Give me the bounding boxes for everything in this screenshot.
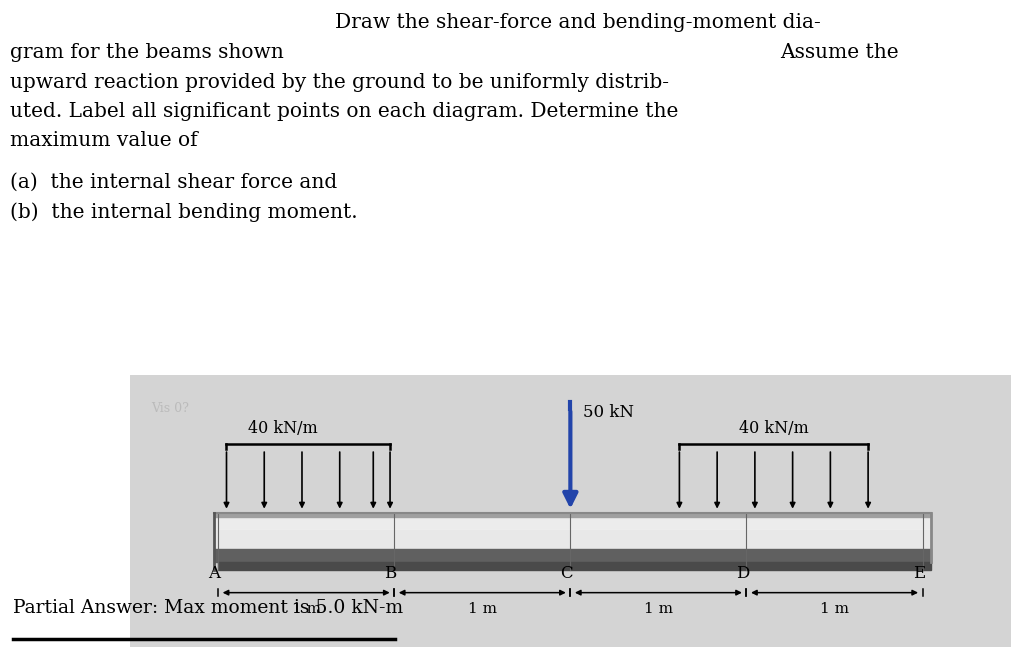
Text: 40 kN/m: 40 kN/m	[248, 420, 318, 437]
Text: E: E	[912, 565, 925, 582]
Text: A: A	[208, 565, 220, 582]
Text: C: C	[560, 565, 573, 582]
Text: 50 kN: 50 kN	[583, 404, 634, 421]
Text: gram for the beams shown: gram for the beams shown	[10, 43, 284, 62]
Text: uted. Label all significant points on each diagram. Determine the: uted. Label all significant points on ea…	[10, 102, 678, 121]
Text: (b)  the internal bending moment.: (b) the internal bending moment.	[10, 202, 357, 222]
Text: 1 m: 1 m	[468, 602, 497, 616]
Text: 1 m: 1 m	[820, 602, 849, 616]
Text: D: D	[736, 565, 750, 582]
Text: upward reaction provided by the ground to be uniformly distrib-: upward reaction provided by the ground t…	[10, 73, 669, 92]
Bar	[214, 549, 931, 562]
Text: B: B	[384, 565, 396, 582]
Text: 1 m: 1 m	[644, 602, 673, 616]
Text: (a)  the internal shear force and: (a) the internal shear force and	[10, 173, 337, 192]
Bar	[214, 513, 931, 549]
Bar	[214, 513, 931, 529]
Bar	[214, 513, 931, 518]
Text: Draw the shear-force and bending-moment dia-: Draw the shear-force and bending-moment …	[335, 13, 821, 32]
Text: 40 kN/m: 40 kN/m	[739, 420, 809, 437]
Text: Vis 0?: Vis 0?	[151, 402, 188, 415]
Text: 1 m: 1 m	[292, 602, 321, 616]
Bar	[218, 562, 931, 569]
Text: Assume the: Assume the	[780, 43, 899, 62]
Text: maximum value of: maximum value of	[10, 131, 198, 150]
Text: Partial Answer: Max moment is 5.0 kN-m: Partial Answer: Max moment is 5.0 kN-m	[13, 599, 403, 617]
